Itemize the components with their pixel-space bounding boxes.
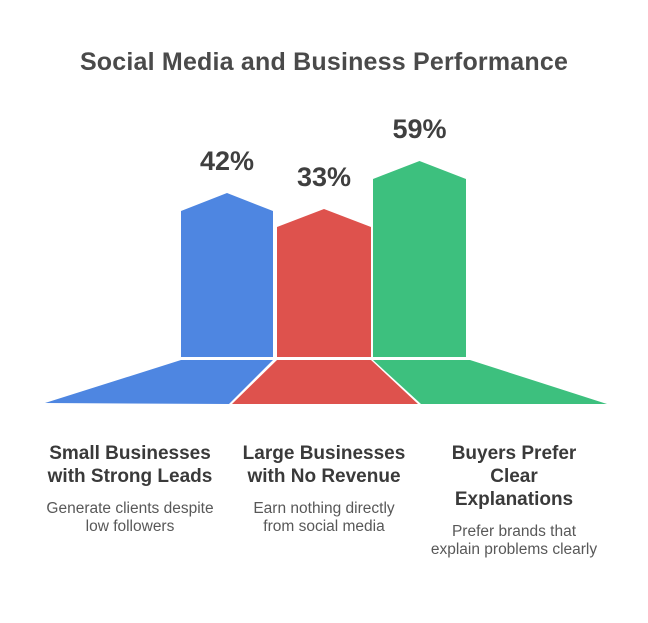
bar-large-businesses [277,209,371,357]
category-block-large-businesses: Large Businesses with No Revenue Earn no… [229,442,419,536]
percent-label-small-businesses: 42% [199,146,255,176]
category-heading: Buyers Prefer Clear Explanations [451,443,577,510]
percent-label-buyers-prefer: 59% [392,114,447,144]
base-ramp-right [373,360,607,404]
base-trapezoid-middle [232,360,418,404]
base-ramp-left [45,360,273,404]
bar-buyers-prefer [373,161,466,357]
category-heading: Large Businesses with No Revenue [242,443,406,487]
percent-label-large-businesses: 33% [296,162,352,192]
bar-small-businesses [181,193,273,357]
category-description: Generate clients despite low followers [46,500,214,535]
category-block-buyers-prefer: Buyers Prefer Clear Explanations Prefer … [414,442,614,559]
category-description: Earn nothing directly from social media [253,500,395,535]
category-description: Prefer brands that explain problems clea… [430,523,598,558]
chart-title: Social Media and Business Performance [79,48,569,76]
category-heading: Small Businesses with Strong Leads [47,443,213,487]
category-block-small-businesses: Small Businesses with Strong Leads Gener… [30,442,230,536]
